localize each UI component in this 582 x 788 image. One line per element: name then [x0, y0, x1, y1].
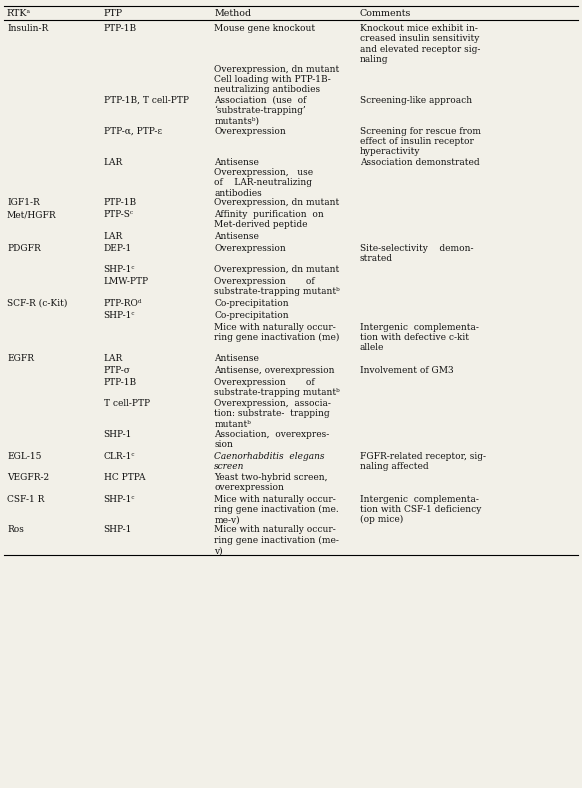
- Text: PTP-ROᵈ: PTP-ROᵈ: [104, 299, 142, 307]
- Text: PTP-1B: PTP-1B: [104, 198, 137, 207]
- Text: Overexpression: Overexpression: [214, 127, 286, 136]
- Text: PTP-Sᶜ: PTP-Sᶜ: [104, 210, 134, 219]
- Text: Knockout mice exhibit in-
creased insulin sensitivity
and elevated receptor sig-: Knockout mice exhibit in- creased insuli…: [360, 24, 480, 64]
- Text: HC PTPA: HC PTPA: [104, 473, 145, 482]
- Text: Site-selectivity    demon-
strated: Site-selectivity demon- strated: [360, 243, 473, 263]
- Text: SHP-1ᶜ: SHP-1ᶜ: [104, 495, 135, 504]
- Text: Caenorhabditis  elegans
screen: Caenorhabditis elegans screen: [214, 452, 325, 471]
- Text: Mice with naturally occur-
ring gene inactivation (me): Mice with naturally occur- ring gene ina…: [214, 322, 339, 342]
- Text: Mouse gene knockout: Mouse gene knockout: [214, 24, 315, 33]
- Text: CSF-1 R: CSF-1 R: [7, 495, 44, 504]
- Text: RTKᵃ: RTKᵃ: [7, 9, 31, 18]
- Text: Met/HGFR: Met/HGFR: [7, 210, 56, 219]
- Text: Antisense
Overexpression,   use
of    LAR-neutralizing
antibodies: Antisense Overexpression, use of LAR-neu…: [214, 158, 313, 198]
- Text: Ros: Ros: [7, 526, 24, 534]
- Text: Overexpression, dn mutant
Cell loading with PTP-1B-
neutralizing antibodies: Overexpression, dn mutant Cell loading w…: [214, 65, 339, 95]
- Text: PDGFR: PDGFR: [7, 243, 41, 252]
- Text: Method: Method: [214, 9, 251, 18]
- Text: LAR: LAR: [104, 232, 123, 240]
- Text: Intergenic  complementa-
tion with defective c-kit
allele: Intergenic complementa- tion with defect…: [360, 322, 478, 352]
- Text: Insulin-R: Insulin-R: [7, 24, 48, 33]
- Text: PTP-1B, T cell-PTP: PTP-1B, T cell-PTP: [104, 95, 189, 105]
- Text: PTP-α, PTP-ε: PTP-α, PTP-ε: [104, 127, 162, 136]
- Text: PTP-1B: PTP-1B: [104, 24, 137, 33]
- Text: PTP-σ: PTP-σ: [104, 366, 130, 374]
- Text: Mice with naturally occur-
ring gene inactivation (me.
me-v): Mice with naturally occur- ring gene ina…: [214, 495, 339, 525]
- Text: LAR: LAR: [104, 354, 123, 362]
- Text: EGFR: EGFR: [7, 354, 34, 362]
- Text: Screening for rescue from
effect of insulin receptor
hyperactivity: Screening for rescue from effect of insu…: [360, 127, 481, 156]
- Text: IGF1-R: IGF1-R: [7, 198, 40, 207]
- Text: LMW-PTP: LMW-PTP: [104, 277, 149, 286]
- Text: Antisense: Antisense: [214, 354, 259, 362]
- Text: Involvement of GM3: Involvement of GM3: [360, 366, 453, 374]
- Text: Co-precipitation: Co-precipitation: [214, 310, 289, 319]
- Text: PTP: PTP: [104, 9, 123, 18]
- Text: Association  (use  of
‘substrate-trapping’
mutantsᵇ): Association (use of ‘substrate-trapping’…: [214, 95, 307, 126]
- Text: VEGFR-2: VEGFR-2: [7, 473, 49, 482]
- Text: Antisense: Antisense: [214, 232, 259, 240]
- Text: SHP-1: SHP-1: [104, 526, 132, 534]
- Text: Comments: Comments: [360, 9, 411, 18]
- Text: Overexpression: Overexpression: [214, 243, 286, 252]
- Text: Intergenic  complementa-
tion with CSF-1 deficiency
(op mice): Intergenic complementa- tion with CSF-1 …: [360, 495, 481, 525]
- Text: SHP-1ᶜ: SHP-1ᶜ: [104, 265, 135, 274]
- Text: FGFR-related receptor, sig-
naling affected: FGFR-related receptor, sig- naling affec…: [360, 452, 485, 471]
- Text: Antisense, overexpression: Antisense, overexpression: [214, 366, 335, 374]
- Text: Overexpression, dn mutant: Overexpression, dn mutant: [214, 265, 339, 274]
- Text: SHP-1ᶜ: SHP-1ᶜ: [104, 310, 135, 319]
- Text: DEP-1: DEP-1: [104, 243, 132, 252]
- Text: T cell-PTP: T cell-PTP: [104, 399, 150, 408]
- Text: PTP-1B: PTP-1B: [104, 377, 137, 386]
- Text: Overexpression, dn mutant: Overexpression, dn mutant: [214, 198, 339, 207]
- Text: SHP-1: SHP-1: [104, 430, 132, 439]
- Text: LAR: LAR: [104, 158, 123, 166]
- Text: CLR-1ᶜ: CLR-1ᶜ: [104, 452, 135, 460]
- Text: Association demonstrated: Association demonstrated: [360, 158, 480, 166]
- Text: SCF-R (c-Kit): SCF-R (c-Kit): [7, 299, 68, 307]
- Text: Yeast two-hybrid screen,
overexpression: Yeast two-hybrid screen, overexpression: [214, 473, 328, 492]
- Text: Mice with naturally occur-
ring gene inactivation (me-
v): Mice with naturally occur- ring gene ina…: [214, 526, 339, 556]
- Text: Association,  overexpres-
sion: Association, overexpres- sion: [214, 430, 329, 449]
- Text: EGL-15: EGL-15: [7, 452, 41, 460]
- Text: Affinity  purification  on
Met-derived peptide: Affinity purification on Met-derived pep…: [214, 210, 324, 229]
- Text: Overexpression       of
substrate-trapping mutantᵇ: Overexpression of substrate-trapping mut…: [214, 277, 340, 296]
- Text: Screening-like approach: Screening-like approach: [360, 95, 472, 105]
- Text: Co-precipitation: Co-precipitation: [214, 299, 289, 307]
- Text: Overexpression       of
substrate-trapping mutantᵇ: Overexpression of substrate-trapping mut…: [214, 377, 340, 397]
- Text: Overexpression,  associa-
tion: substrate-  trapping
mutantᵇ: Overexpression, associa- tion: substrate…: [214, 399, 331, 429]
